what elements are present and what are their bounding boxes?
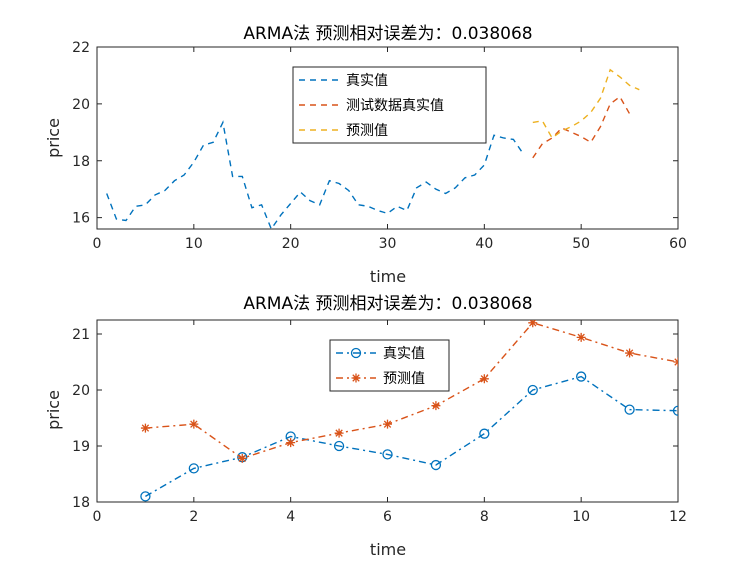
x-tick-label: 60 [669,236,687,252]
legend-label: 预测值 [383,371,425,387]
x-tick-label: 0 [93,509,102,525]
series-line [145,375,678,498]
y-tick-label: 16 [72,211,90,227]
chart-bottom-xlabel: time [370,540,406,559]
y-tick-label: 22 [72,40,90,56]
x-tick-label: 10 [572,509,590,525]
y-tick-label: 20 [72,97,90,113]
data-point [430,459,442,471]
chart-bottom-ylabel: price [44,390,63,430]
x-tick-label: 10 [185,236,203,252]
data-point [333,440,345,452]
data-point [382,449,393,460]
data-point [188,463,199,474]
legend-marker [350,347,362,359]
chart-top-ylabel: price [44,118,63,158]
x-tick-label: 0 [93,236,102,252]
y-tick-label: 18 [72,495,90,511]
y-tick-label: 18 [72,154,90,170]
legend-label: 真实值 [346,73,388,89]
chart-bottom: ARMA法 预测相对误差为：0.038068 0 2 4 6 8 10 12 18 19 20 21… [44,294,687,559]
legend-label: 真实值 [383,346,425,362]
chart-top: ARMA法 预测相对误差为：0.038068 0 10 20 30 40 50 60 16 18… [44,24,687,286]
x-tick-label: 30 [379,236,397,252]
x-tick-label: 2 [189,509,198,525]
x-tick-label: 8 [480,509,489,525]
data-point [576,371,587,382]
series-1 [532,95,631,159]
chart-bottom-title: ARMA法 预测相对误差为：0.038068 [243,294,532,314]
data-point [189,419,199,429]
data-point [431,401,441,411]
legend-label: 预测值 [346,123,388,139]
data-point [672,405,678,416]
data-point [528,320,538,328]
data-point [625,348,635,358]
x-tick-label: 4 [286,509,295,525]
data-point [383,419,392,429]
legend-box [329,339,450,392]
data-point [576,332,586,342]
chart-top-xlabel: time [370,267,406,286]
data-point [140,423,150,433]
data-point [286,438,296,448]
chart-top-plot-area: 0 10 20 30 40 50 60 16 18 20 22 [72,40,687,252]
series-line [145,321,678,460]
x-tick-label: 40 [475,236,493,252]
data-point [237,453,247,463]
series-line [532,95,631,159]
legend-marker [351,373,361,383]
chart-bottom-plot-area: 0 2 4 6 8 10 12 18 19 20 21 [72,319,687,525]
data-point [527,384,538,396]
series-0 [106,120,524,229]
y-tick-label: 20 [72,383,90,399]
x-tick-label: 50 [572,236,590,252]
x-tick-label: 12 [669,509,687,525]
legend-label: 测试数据真实值 [346,98,444,114]
series-line [532,68,640,140]
y-tick-label: 21 [72,327,90,343]
series-line [106,120,524,229]
series-2 [532,68,640,140]
series-1 [140,320,678,463]
data-point [334,428,344,438]
chart-top-title: ARMA法 预测相对误差为：0.038068 [243,24,532,44]
data-point [479,374,489,384]
data-point [140,491,151,502]
x-tick-label: 20 [282,236,300,252]
x-tick-label: 6 [383,509,392,525]
data-point [479,428,490,439]
data-point [624,404,635,415]
y-tick-label: 19 [72,439,90,455]
